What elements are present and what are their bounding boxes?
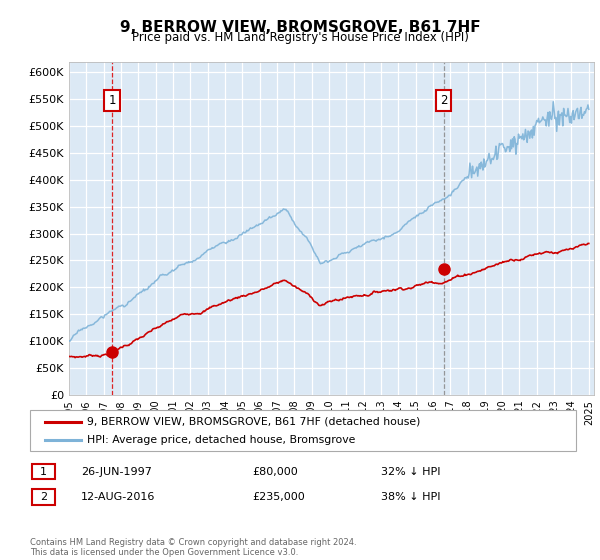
Text: 2: 2 bbox=[440, 94, 448, 107]
Text: 2: 2 bbox=[40, 492, 47, 502]
Text: Contains HM Land Registry data © Crown copyright and database right 2024.
This d: Contains HM Land Registry data © Crown c… bbox=[30, 538, 356, 557]
Text: Price paid vs. HM Land Registry's House Price Index (HPI): Price paid vs. HM Land Registry's House … bbox=[131, 31, 469, 44]
Text: 1: 1 bbox=[109, 94, 116, 107]
Text: 9, BERROW VIEW, BROMSGROVE, B61 7HF (detached house): 9, BERROW VIEW, BROMSGROVE, B61 7HF (det… bbox=[87, 417, 421, 427]
Text: 1: 1 bbox=[40, 466, 47, 477]
Text: £80,000: £80,000 bbox=[252, 466, 298, 477]
Text: 26-JUN-1997: 26-JUN-1997 bbox=[81, 466, 152, 477]
Text: 38% ↓ HPI: 38% ↓ HPI bbox=[381, 492, 440, 502]
Text: HPI: Average price, detached house, Bromsgrove: HPI: Average price, detached house, Brom… bbox=[87, 435, 355, 445]
Text: 12-AUG-2016: 12-AUG-2016 bbox=[81, 492, 155, 502]
Text: 9, BERROW VIEW, BROMSGROVE, B61 7HF: 9, BERROW VIEW, BROMSGROVE, B61 7HF bbox=[119, 20, 481, 35]
Text: £235,000: £235,000 bbox=[252, 492, 305, 502]
Text: 32% ↓ HPI: 32% ↓ HPI bbox=[381, 466, 440, 477]
